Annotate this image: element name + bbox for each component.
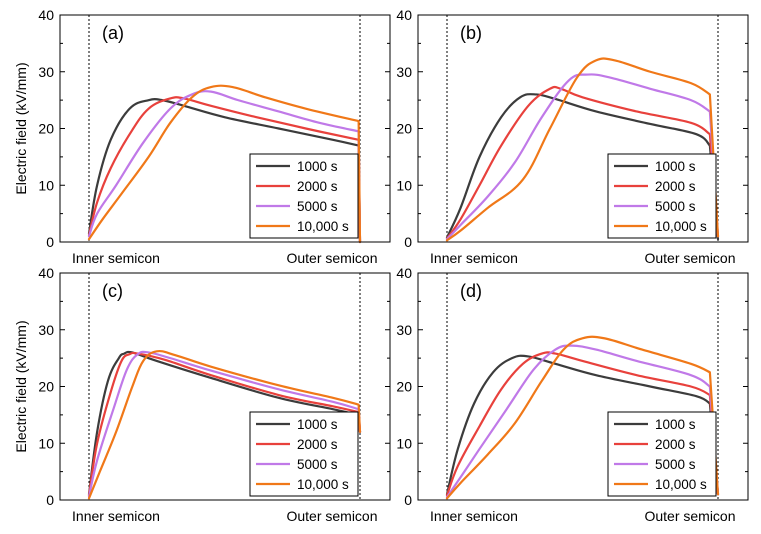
- legend-label-3: 5000 s: [297, 199, 338, 214]
- panel-c: 0 10 20 30 40 Electric field (kV/mm) (c) Inner …: [13, 265, 391, 524]
- y-tick-label: 10: [396, 435, 412, 451]
- x-label-inner: Inner semicon: [72, 250, 160, 266]
- panel-label: (b): [460, 23, 482, 43]
- y-tick-label: 30: [38, 322, 54, 338]
- panel-d: 0 10 20 30 40 (d) Inner semicon Outer semicon 10…: [396, 265, 749, 524]
- y-tick-label: 0: [46, 492, 54, 508]
- legend-label-3: 5000 s: [297, 457, 338, 472]
- legend-box: [249, 153, 359, 239]
- legend: 1000 s 2000 s 5000 s 10,000 s: [249, 153, 359, 239]
- legend-label-3: 5000 s: [655, 199, 696, 214]
- y-tick-label: 10: [38, 435, 54, 451]
- y-tick-label: 20: [38, 379, 54, 395]
- series-line-4: [445, 57, 720, 242]
- legend-label-1: 1000 s: [655, 159, 696, 174]
- y-tick-label: 30: [396, 322, 412, 338]
- x-label-inner: Inner semicon: [430, 250, 518, 266]
- legend-label-4: 10,000 s: [655, 477, 707, 492]
- y-tick-label: 40: [38, 265, 54, 281]
- legend-label-4: 10,000 s: [297, 219, 349, 234]
- legend-label-4: 10,000 s: [297, 477, 349, 492]
- legend-label-1: 1000 s: [297, 417, 338, 432]
- plot-frame: [59, 14, 391, 243]
- y-axis-label: Electric field (kV/mm): [13, 320, 29, 452]
- legend: 1000 s 2000 s 5000 s 10,000 s: [607, 153, 717, 239]
- series-line-2: [87, 96, 362, 244]
- y-tick-label: 40: [396, 265, 412, 281]
- y-tick-label: 0: [404, 492, 412, 508]
- series-line-1: [445, 354, 720, 496]
- legend-label-2: 2000 s: [297, 179, 338, 194]
- series-line-3: [87, 350, 362, 498]
- legend-label-1: 1000 s: [297, 159, 338, 174]
- series-line-4: [445, 335, 720, 500]
- y-tick-label: 30: [38, 64, 54, 80]
- x-label-inner: Inner semicon: [72, 508, 160, 524]
- panel-a: 0 10 20 30 40 Electric field (kV/mm) (a) Inner …: [13, 7, 391, 266]
- y-tick-label: 10: [38, 177, 54, 193]
- series-line-2: [445, 351, 720, 497]
- plot-frame: [417, 272, 749, 501]
- legend-label-2: 2000 s: [655, 179, 696, 194]
- panel-label: (a): [102, 23, 124, 43]
- y-tick-label: 0: [404, 234, 412, 250]
- legend: 1000 s 2000 s 5000 s 10,000 s: [249, 411, 359, 497]
- x-label-inner: Inner semicon: [430, 508, 518, 524]
- y-tick-label: 10: [396, 177, 412, 193]
- plot-frame: [417, 14, 749, 243]
- panel-label: (d): [460, 281, 482, 301]
- series-line-3: [445, 73, 720, 241]
- legend-label-2: 2000 s: [655, 437, 696, 452]
- x-label-outer: Outer semicon: [644, 250, 735, 266]
- y-tick-label: 40: [396, 7, 412, 23]
- legend-label-4: 10,000 s: [655, 219, 707, 234]
- y-tick-label: 40: [38, 7, 54, 23]
- series-line-4: [87, 349, 362, 500]
- y-tick-label: 20: [396, 379, 412, 395]
- series-line-3: [445, 344, 720, 499]
- y-tick-label: 20: [38, 121, 54, 137]
- legend-label-1: 1000 s: [655, 417, 696, 432]
- x-label-outer: Outer semicon: [286, 508, 377, 524]
- y-tick-label: 0: [46, 234, 54, 250]
- x-label-outer: Outer semicon: [286, 250, 377, 266]
- plot-frame: [59, 272, 391, 501]
- x-label-outer: Outer semicon: [644, 508, 735, 524]
- panel-b: 0 10 20 30 40 (b) Inner semicon Outer semicon 10…: [396, 7, 749, 266]
- legend-box: [249, 411, 359, 497]
- legend-box: [607, 411, 717, 497]
- legend-label-3: 5000 s: [655, 457, 696, 472]
- y-tick-label: 30: [396, 64, 412, 80]
- y-tick-label: 20: [396, 121, 412, 137]
- legend-box: [607, 153, 717, 239]
- series-line-3: [87, 90, 362, 244]
- legend: 1000 s 2000 s 5000 s 10,000 s: [607, 411, 717, 497]
- panel-label: (c): [102, 281, 123, 301]
- legend-label-2: 2000 s: [297, 437, 338, 452]
- y-axis-label: Electric field (kV/mm): [13, 62, 29, 194]
- series-line-4: [87, 84, 362, 244]
- series-line-1: [445, 93, 720, 241]
- series-line-2: [445, 85, 720, 240]
